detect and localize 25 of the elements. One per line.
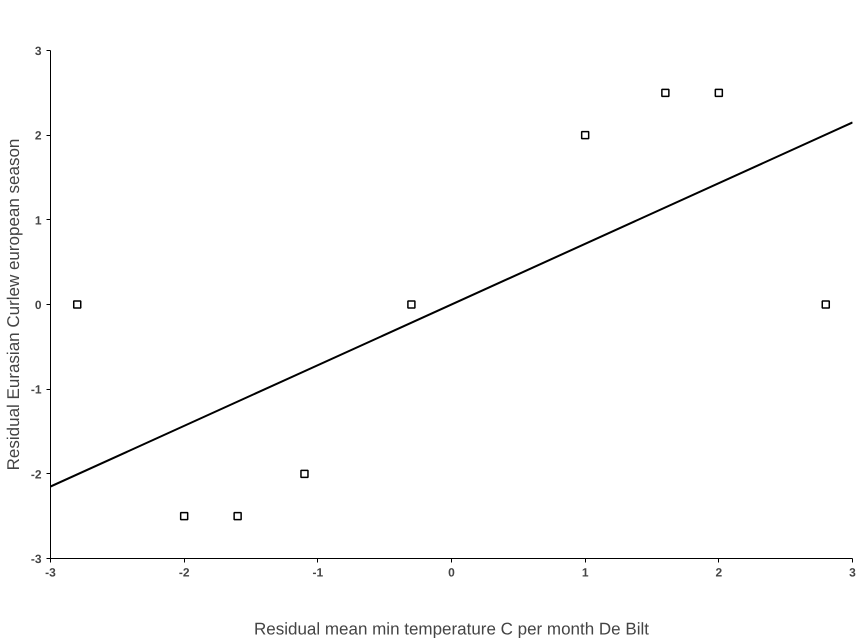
x-tick-label: -3 bbox=[45, 566, 56, 580]
x-axis-title: Residual mean min temperature C per month De Bilt bbox=[254, 620, 650, 638]
y-tick-label: -2 bbox=[30, 467, 42, 482]
x-tick-label: 0 bbox=[448, 566, 456, 580]
point bbox=[72, 300, 82, 309]
x-tick-label: 1 bbox=[582, 566, 589, 580]
y-tick-label: 0 bbox=[34, 298, 42, 312]
point bbox=[580, 130, 590, 140]
x-tick-label: 3 bbox=[849, 566, 856, 580]
y-tick-label: 2 bbox=[34, 128, 42, 143]
x-tick-label: -2 bbox=[178, 566, 190, 580]
point bbox=[714, 88, 724, 98]
y-tick-label: 3 bbox=[34, 44, 42, 58]
y-axis-title: Residual Eurasian Curlew european season bbox=[4, 138, 23, 470]
x-tick-label: 2 bbox=[715, 566, 722, 580]
y-tick-label: 1 bbox=[34, 213, 42, 228]
point bbox=[233, 512, 242, 520]
point bbox=[300, 470, 309, 478]
y-tick-label: -3 bbox=[30, 552, 42, 566]
point bbox=[822, 300, 830, 309]
point bbox=[180, 512, 188, 520]
point bbox=[661, 88, 670, 98]
y-tick-label: -1 bbox=[30, 382, 42, 397]
point bbox=[407, 300, 416, 309]
x-tick-label: -1 bbox=[312, 566, 324, 580]
